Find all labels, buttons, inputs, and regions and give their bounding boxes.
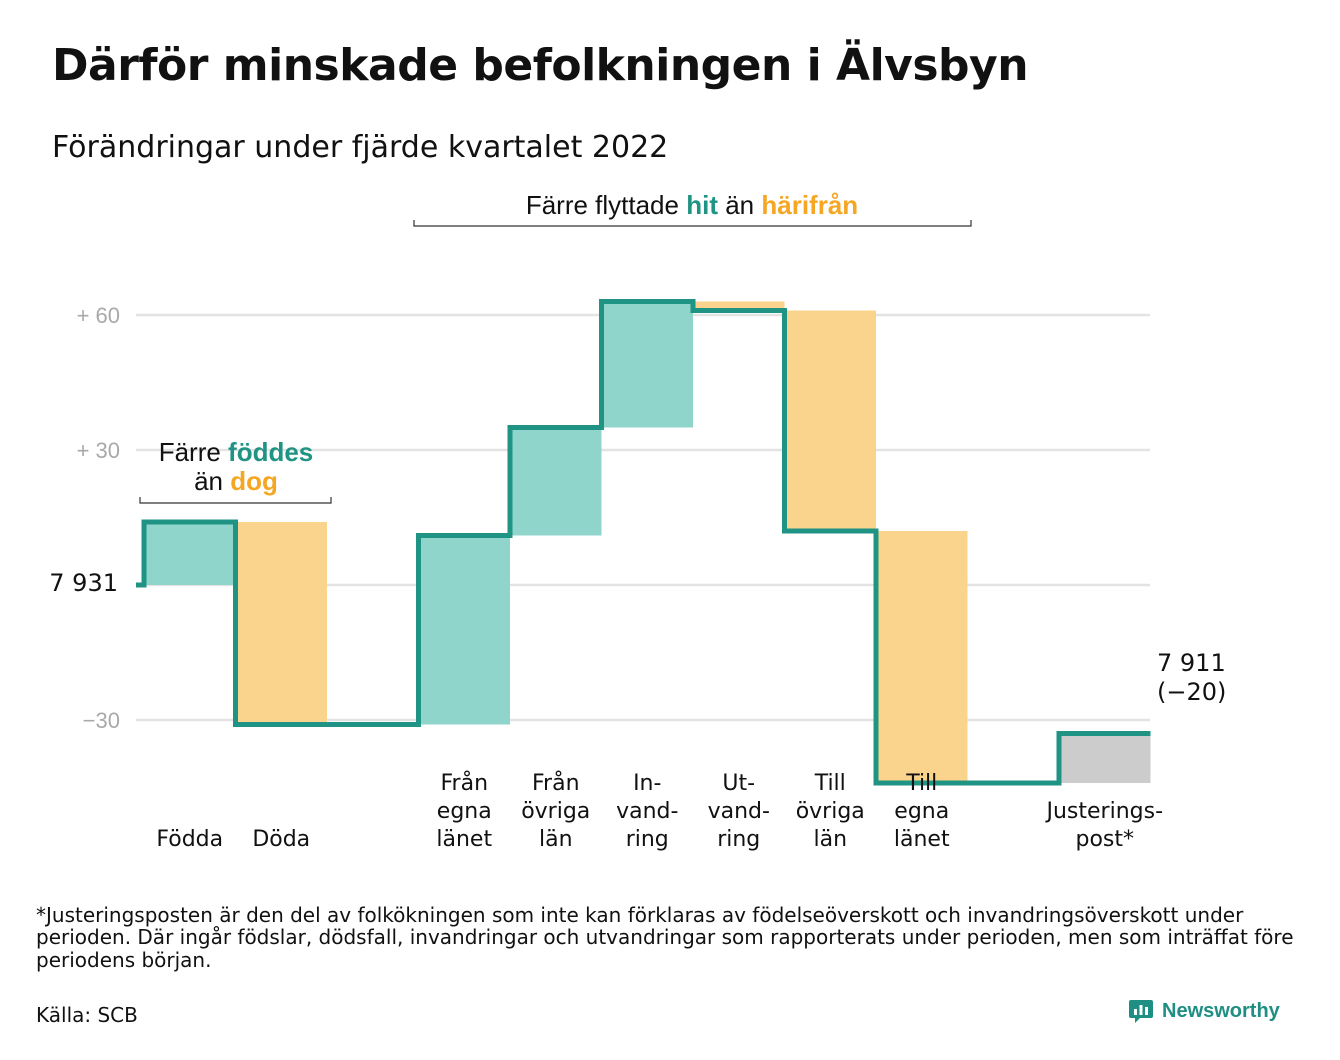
category-label: vand- [708,799,770,824]
migration-annotation-part2: än [718,190,761,220]
category-label: post* [1075,827,1134,852]
migration-annotation: Färre flyttade hit än härifrån [413,190,972,227]
footnote: *Justeringsposten är den del av folkökni… [36,903,1294,972]
chart-subtitle: Förändringar under fjärde kvartalet 2022 [52,130,669,165]
bar-från-egna-länet [418,535,510,725]
bar-till-egna-länet [876,531,968,783]
migration-bracket [413,220,972,227]
bar-döda [235,522,327,725]
migration-annotation-highlight-away: härifrån [761,190,858,220]
bar-justeringspost- [1059,733,1151,783]
category-label: ring [626,827,669,852]
start-value-label: 7 931 [49,569,118,597]
category-label: Till [905,771,937,796]
brand-name: Newsworthy [1162,999,1280,1022]
bar-ut-vandring [693,301,785,311]
category-label: Från [440,770,488,796]
category-label: län [813,827,847,852]
migration-annotation-highlight-here: hit [686,190,718,220]
category-label: Till [814,771,846,796]
y-tick-label: + 60 [77,303,120,328]
births-annotation: Färre föddes än dog [139,437,332,504]
y-tick-label: −30 [83,708,120,733]
births-annotation-highlight-died: dog [230,466,278,496]
bar-in-vandring [601,301,693,428]
category-label: egna [437,799,492,824]
category-label: Från [532,770,580,796]
cumulative-step-line [136,299,1151,786]
svg-text:Färre föddes: Färre föddes [159,437,314,467]
category-label: Döda [252,827,310,852]
y-tick-label: + 30 [77,438,120,463]
category-labels: Födda Döda Från egna länet Från övriga län In-va… [156,770,1163,852]
bar-från-övriga-län [510,427,602,536]
bar-chart-speech-bubble-icon [1129,1000,1153,1023]
chart-title: Därför minskade befolkningen i Älvsbyn [52,40,1029,91]
migration-annotation-part1: Färre flyttade [526,190,686,220]
category-label: övriga [796,799,865,824]
bars-layer [144,301,1151,783]
category-label: vand- [616,799,678,824]
category-label: Ut- [722,771,755,796]
waterfall-chart: + 60 + 30 −30 Födda Döda Från egna länet Från öv… [49,190,1226,852]
category-label: län [539,827,573,852]
category-label: länet [436,827,492,852]
svg-text:än dog: än dog [194,466,278,496]
bar-till-övriga-län [784,310,876,531]
births-annotation-part2: än [194,466,230,496]
births-annotation-highlight-born: föddes [228,437,313,467]
category-label: övriga [521,799,590,824]
category-label: länet [894,827,950,852]
end-value-label: 7 911 [1157,649,1226,677]
births-annotation-part1: Färre [159,437,228,467]
bar-födda [144,522,236,585]
end-change-label: (−20) [1157,678,1226,706]
category-label: Födda [156,827,223,852]
source-note: Källa: SCB [36,1003,138,1027]
svg-text:Färre flyttade hit än härifrån: Färre flyttade hit än härifrån [526,190,858,220]
y-tick-labels: + 60 + 30 −30 [77,303,120,733]
brand-logo: Newsworthy [1128,998,1280,1024]
category-label: ring [717,827,760,852]
births-bracket [139,497,332,504]
category-label: In- [633,771,661,796]
category-label: Justerings- [1044,799,1163,824]
category-label: egna [894,799,949,824]
